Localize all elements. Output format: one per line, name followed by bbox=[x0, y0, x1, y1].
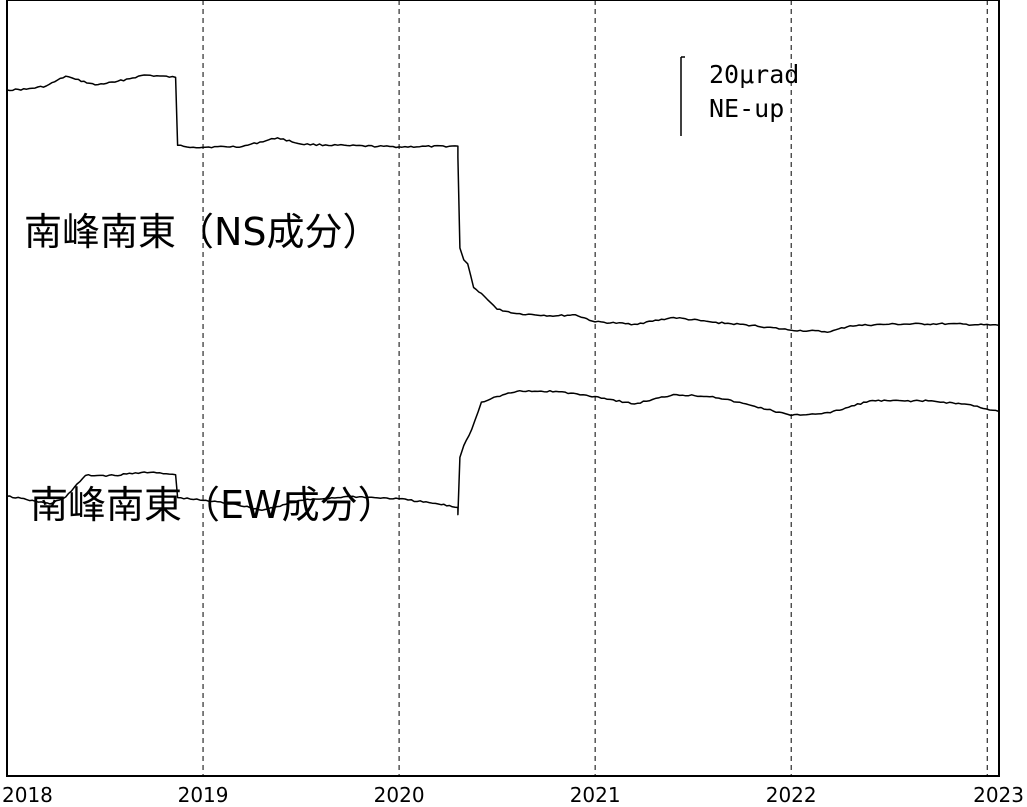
x-tick-label-2019: 2019 bbox=[178, 783, 229, 807]
data-lines bbox=[6, 74, 1000, 516]
x-tick-label-2021: 2021 bbox=[570, 783, 621, 807]
series-line-ns bbox=[6, 74, 1000, 334]
year-gridlines bbox=[202, 0, 988, 776]
series-label-ns: 南峰南東（NS成分） bbox=[24, 210, 381, 254]
x-tick-label-2022: 2022 bbox=[766, 783, 817, 807]
x-tick-label-2023: 2023 bbox=[973, 783, 1024, 807]
scale-bar-direction: NE-up bbox=[709, 94, 785, 123]
series-label-ew: 南峰南東（EW成分） bbox=[30, 483, 396, 527]
x-tick-label-2018: 2018 bbox=[2, 783, 53, 807]
x-tick-label-2020: 2020 bbox=[374, 783, 425, 807]
scale-bar-value: 20μrad bbox=[709, 60, 800, 89]
x-tick-labels: 2018 2019 2020 2021 2022 2023 bbox=[2, 783, 1024, 807]
plot-frame bbox=[6, 0, 1000, 777]
series-line-ew bbox=[6, 389, 1000, 516]
